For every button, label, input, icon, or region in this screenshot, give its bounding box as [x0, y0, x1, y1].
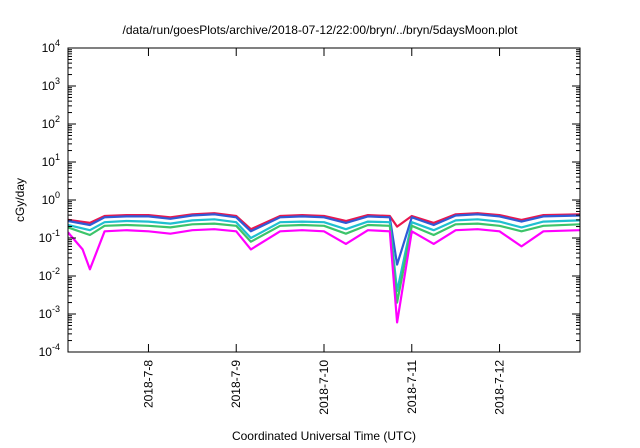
y-tick-label: 10-3: [39, 304, 60, 321]
y-tick-label: 102: [42, 114, 60, 131]
y-tick-label: 104: [42, 38, 60, 55]
x-tick-label: 2018-7-11: [405, 360, 419, 414]
series-line-5: [68, 228, 580, 324]
chart-title: /data/run/goesPlots/archive/2018-07-12/2…: [123, 23, 519, 37]
x-axis-label: Coordinated Universal Time (UTC): [232, 429, 416, 443]
series-line-4: [68, 222, 580, 304]
y-tick-label: 103: [42, 76, 60, 93]
x-tick-label: 2018-7-12: [493, 360, 507, 415]
x-tick-label: 2018-7-8: [141, 360, 155, 408]
y-tick-label: 10-1: [39, 228, 60, 245]
series-line-2: [68, 213, 580, 266]
series-line-1: [68, 212, 580, 231]
x-tick-label: 2018-7-9: [229, 360, 243, 408]
y-tick-label: 101: [42, 152, 60, 169]
y-tick-label: 100: [42, 190, 60, 207]
x-tick-label: 2018-7-10: [317, 360, 331, 415]
y-axis-label: cGy/day: [13, 178, 27, 222]
y-tick-label: 10-2: [39, 266, 60, 283]
y-tick-label: 10-4: [39, 342, 60, 359]
plot-frame: [67, 47, 581, 353]
series-line-3: [68, 218, 580, 293]
